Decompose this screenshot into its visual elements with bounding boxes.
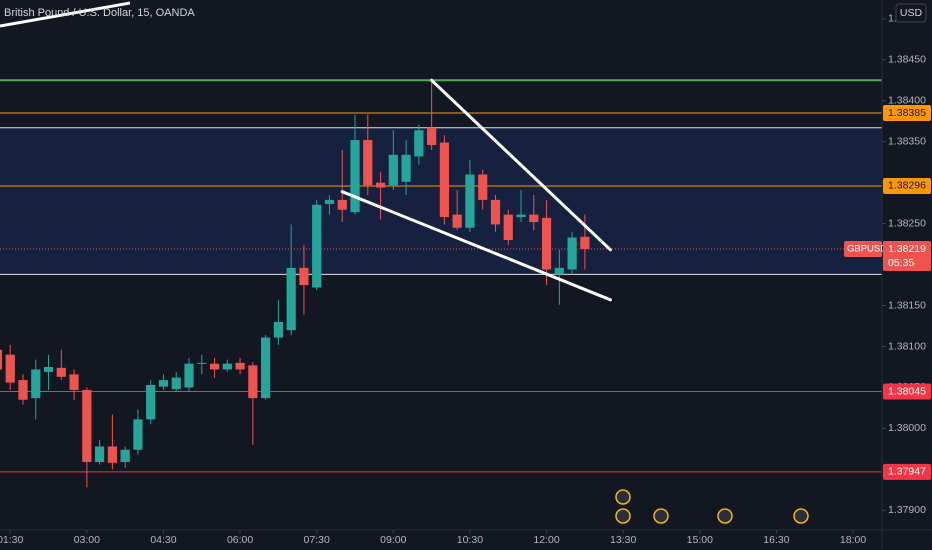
candle-body — [120, 449, 130, 463]
candle-body — [82, 389, 92, 463]
candle-body — [503, 214, 513, 241]
candle-body — [337, 199, 347, 210]
x-tick-label: 15:00 — [687, 534, 713, 546]
y-tick-label: 1.37900 — [888, 504, 926, 516]
candle-body — [529, 214, 539, 222]
x-tick-label: 03:00 — [74, 534, 100, 546]
last-price-tag — [883, 241, 931, 272]
price-tag-label: 1.38385 — [888, 107, 926, 119]
x-tick-label: 06:00 — [227, 534, 253, 546]
y-tick-label: 1.38000 — [888, 422, 926, 434]
x-tick-label: 16:30 — [763, 534, 789, 546]
y-tick-label: 1.38150 — [888, 299, 926, 311]
candle-body — [273, 321, 283, 338]
candle-body — [286, 267, 296, 331]
candle-body — [43, 366, 54, 372]
candle-body — [171, 377, 181, 390]
candle-body — [133, 419, 143, 450]
trendline — [430, 78, 612, 252]
candle-body — [427, 127, 437, 145]
candle-body — [541, 217, 552, 270]
y-tick-label: 1.38350 — [888, 135, 926, 147]
candle-body — [31, 369, 41, 399]
candle-body — [516, 214, 526, 218]
price-tag — [883, 177, 931, 194]
trendline — [340, 190, 612, 302]
candle-body — [18, 380, 28, 400]
x-tick-label: 01:30 — [0, 534, 24, 546]
candle-body — [56, 367, 66, 377]
x-tick-label: 18:00 — [840, 534, 866, 546]
candle-body — [222, 363, 232, 370]
y-tick-label: 1.38100 — [888, 340, 926, 352]
candle-body — [375, 182, 386, 188]
event-icon[interactable] — [653, 508, 669, 524]
symbol-tag — [844, 241, 882, 258]
candle-body — [197, 362, 207, 364]
candle-body — [478, 174, 488, 200]
candle-body — [350, 140, 360, 213]
candle-body — [261, 337, 271, 399]
last-price-label: 1.38219 — [888, 243, 926, 255]
candle-body — [388, 154, 398, 186]
price-tag-label: 1.37947 — [888, 466, 926, 478]
candle-body — [107, 446, 117, 463]
axes: 1.379001.379501.380001.380501.381001.381… — [0, 13, 931, 546]
candle-body — [567, 237, 577, 270]
candle-body — [554, 267, 564, 275]
drawing-line — [0, 1, 131, 28]
candle-body — [299, 267, 309, 286]
symbol-tag-label: GBPUSD — [847, 244, 887, 255]
price-tag-label: 1.38296 — [888, 180, 926, 192]
currency-button[interactable] — [895, 3, 927, 23]
x-tick-label: 07:30 — [304, 534, 330, 546]
event-icon[interactable] — [615, 508, 631, 524]
event-icon[interactable] — [793, 508, 809, 524]
candle-body — [324, 199, 335, 204]
candle-body — [363, 140, 373, 186]
x-tick-label: 10:30 — [457, 534, 483, 546]
candle-body — [158, 380, 169, 387]
price-tag — [883, 463, 931, 480]
candle-body — [439, 142, 450, 218]
price-tag-label: 1.38045 — [888, 385, 926, 397]
y-tick-label: 1.38250 — [888, 217, 926, 229]
candle-body — [248, 365, 258, 399]
x-tick-label: 04:30 — [150, 534, 176, 546]
event-icon[interactable] — [717, 508, 733, 524]
candle-body — [69, 374, 79, 390]
y-tick-label: 1.38450 — [888, 54, 926, 66]
candle-body — [465, 174, 475, 228]
event-icons — [615, 489, 809, 524]
candle-body — [146, 385, 156, 420]
candle-body — [0, 349, 3, 370]
candle-body — [209, 363, 220, 370]
candle-body — [235, 362, 245, 370]
candle-body — [95, 446, 105, 463]
candle-body — [452, 214, 462, 228]
price-tag — [883, 383, 931, 400]
plot-area — [0, 78, 882, 488]
candle-body — [490, 199, 501, 225]
x-tick-label: 13:30 — [610, 534, 636, 546]
x-tick-label: 12:00 — [533, 534, 559, 546]
chart-title: British Pound / U.S. Dollar, 15, OANDA — [4, 7, 195, 19]
x-tick-label: 09:00 — [380, 534, 406, 546]
currency-label[interactable]: USD — [900, 7, 923, 19]
price-tag — [883, 105, 931, 122]
candle-body — [401, 154, 411, 182]
candle-body — [580, 236, 590, 250]
candle-body — [5, 354, 15, 383]
y-tick-label: 1.38400 — [888, 95, 926, 107]
candle-body — [414, 130, 424, 157]
candle-body — [312, 204, 322, 288]
event-icon[interactable] — [615, 489, 631, 505]
candle-body — [184, 363, 194, 388]
countdown-label: 05:35 — [888, 257, 914, 269]
